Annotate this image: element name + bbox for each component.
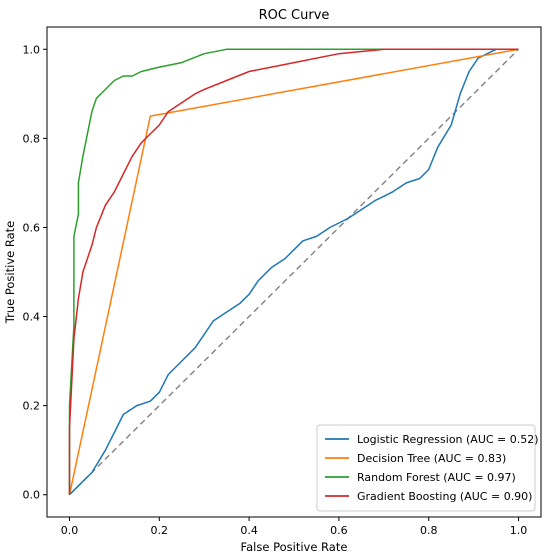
x-axis: 0.0 0.2 0.4 0.6 0.8 1.0 [61, 517, 528, 537]
x-tick-label: 0.4 [240, 524, 258, 537]
legend-box [316, 424, 536, 512]
legend-label: Decision Tree (AUC = 0.83) [357, 452, 506, 465]
plot-frame [46, 26, 542, 518]
x-tick-label: 1.0 [510, 524, 528, 537]
legend-label: Logistic Regression (AUC = 0.52) [357, 433, 539, 446]
diagonal-reference-line [68, 48, 520, 496]
y-tick-label: 1.0 [23, 43, 41, 56]
series-line-0 [68, 48, 519, 496]
plot-area [68, 48, 520, 496]
series-line-3 [68, 48, 519, 495]
y-axis: 0.0 0.2 0.4 0.6 0.8 1.0 [23, 43, 47, 502]
x-tick-label: 0.2 [151, 524, 169, 537]
legend-label: Random Forest (AUC = 0.97) [357, 471, 516, 484]
y-tick-label: 0.4 [23, 311, 41, 324]
legend: Logistic Regression (AUC = 0.52) Decision… [316, 424, 539, 512]
y-tick-label: 0.2 [23, 400, 41, 413]
y-tick-label: 0.8 [23, 132, 41, 145]
x-tick-label: 0.8 [420, 524, 438, 537]
x-tick-label: 0.0 [61, 524, 79, 537]
x-tick-label: 0.6 [330, 524, 348, 537]
y-axis-title: True Positive Rate [3, 221, 17, 324]
series-line-1 [68, 48, 519, 495]
chart-title: ROC Curve [259, 8, 330, 23]
series-line-2 [68, 48, 429, 495]
legend-label: Gradient Boosting (AUC = 0.90) [357, 490, 532, 503]
y-tick-label: 0.0 [23, 489, 41, 502]
x-axis-title: False Positive Rate [241, 540, 348, 554]
y-tick-label: 0.6 [23, 221, 41, 234]
